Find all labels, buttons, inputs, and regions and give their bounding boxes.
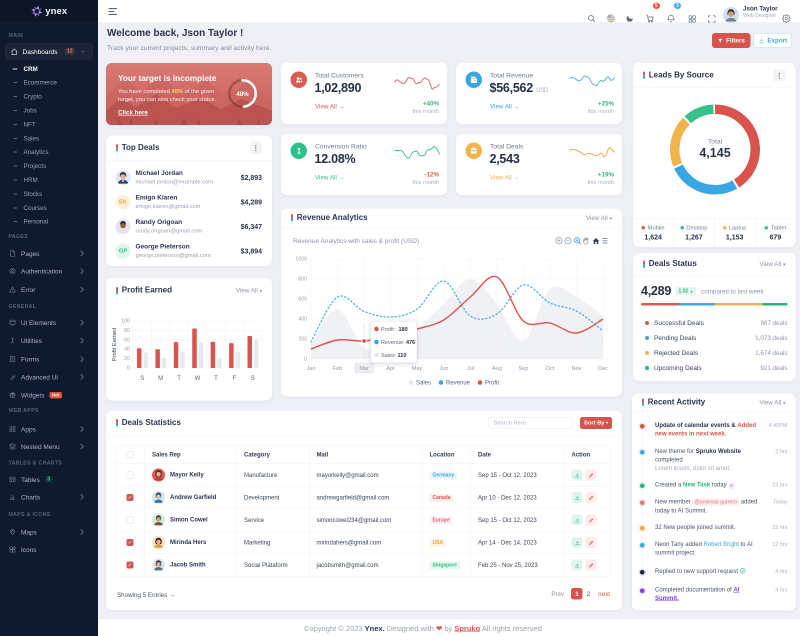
- svg-text:48%: 48%: [236, 91, 249, 98]
- svg-text:Aug: Aug: [492, 366, 502, 372]
- svg-text:Jan: Jan: [307, 366, 316, 372]
- svg-text:Total: Total: [708, 139, 723, 146]
- svg-text:May: May: [412, 366, 423, 372]
- svg-text:0: 0: [304, 357, 307, 363]
- svg-text:476: 476: [406, 340, 415, 346]
- svg-text:Revenue:: Revenue:: [381, 340, 405, 346]
- svg-text:Nov: Nov: [572, 366, 582, 372]
- svg-text:Mar: Mar: [359, 366, 369, 372]
- svg-text:Apr: Apr: [386, 366, 395, 372]
- svg-text:Sales:: Sales:: [381, 353, 397, 359]
- svg-text:180: 180: [399, 327, 408, 333]
- svg-text:800: 800: [298, 277, 307, 283]
- svg-text:40: 40: [124, 347, 130, 353]
- svg-text:Feb: Feb: [333, 366, 342, 372]
- svg-text:Profit:: Profit:: [381, 327, 396, 333]
- svg-text:0: 0: [127, 366, 130, 372]
- svg-text:110: 110: [398, 353, 407, 359]
- svg-text:80: 80: [124, 328, 130, 334]
- svg-text:4,145: 4,145: [699, 146, 730, 160]
- svg-text:400: 400: [298, 317, 307, 323]
- svg-text:Jul: Jul: [467, 366, 474, 372]
- svg-text:600: 600: [298, 297, 307, 303]
- svg-text:60: 60: [124, 337, 130, 343]
- svg-text:Oct: Oct: [546, 366, 555, 372]
- svg-text:Profit: Profit: [485, 381, 499, 387]
- svg-text:F: F: [233, 376, 237, 382]
- svg-text:100: 100: [121, 319, 130, 325]
- svg-text:W: W: [195, 376, 201, 382]
- svg-text:M: M: [158, 376, 163, 382]
- svg-text:Dec: Dec: [598, 366, 608, 372]
- svg-text:S: S: [251, 376, 255, 382]
- svg-text:200: 200: [298, 337, 307, 343]
- svg-text:1000: 1000: [295, 257, 307, 263]
- svg-text:20: 20: [124, 356, 130, 362]
- svg-text:T: T: [214, 376, 218, 382]
- svg-text:S: S: [140, 376, 144, 382]
- svg-text:T: T: [177, 376, 181, 382]
- svg-text:Revenue: Revenue: [446, 381, 471, 387]
- svg-text:Profit Earned: Profit Earned: [112, 328, 118, 362]
- svg-text:Sales: Sales: [416, 381, 431, 387]
- svg-text:Sep: Sep: [519, 366, 529, 372]
- svg-text:Jun: Jun: [440, 366, 449, 372]
